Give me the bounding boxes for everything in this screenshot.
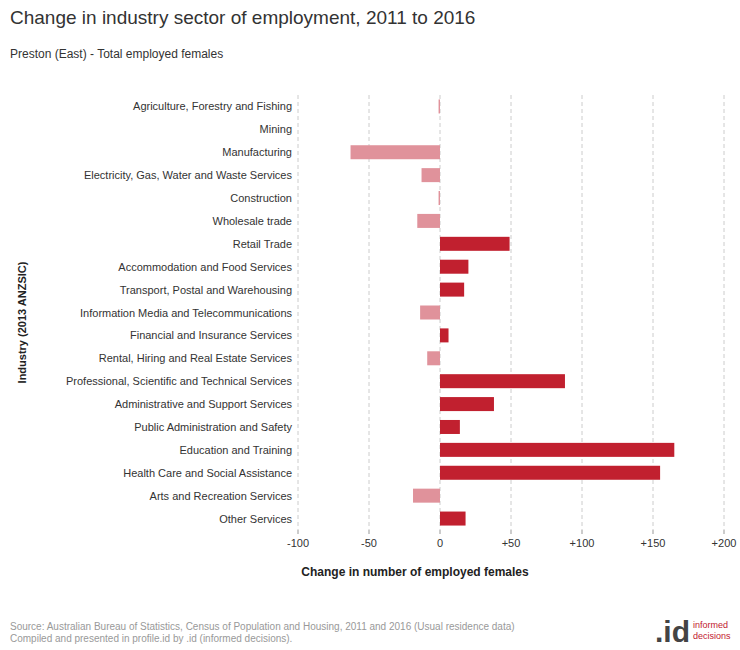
bar	[440, 260, 468, 274]
tick-mark	[369, 530, 370, 534]
tick-label: +100	[570, 537, 595, 549]
tick-label: -50	[361, 537, 377, 549]
logo-text: informed	[693, 620, 728, 630]
category-label: Agriculture, Forestry and Fishing	[133, 100, 292, 112]
tick-label: -100	[287, 537, 309, 549]
subtitle: Preston (East) - Total employed females	[10, 47, 223, 61]
tick-mark	[511, 530, 512, 534]
category-label: Other Services	[219, 513, 292, 525]
category-label: Transport, Postal and Warehousing	[120, 284, 292, 296]
tick-mark	[298, 530, 299, 534]
chart: Change in industry sector of employment,…	[0, 0, 740, 650]
category-label: Construction	[230, 192, 292, 204]
bar	[420, 306, 440, 320]
bar	[351, 145, 440, 159]
category-label: Rental, Hiring and Real Estate Services	[99, 352, 293, 364]
grid-line	[369, 95, 370, 530]
bar	[427, 351, 440, 365]
category-label: Administrative and Support Services	[115, 398, 293, 410]
logo-mark: .id	[655, 615, 690, 648]
category-label: Public Administration and Safety	[134, 421, 292, 433]
category-label: Health Care and Social Assistance	[123, 467, 292, 479]
bar	[440, 420, 460, 434]
tick-mark	[724, 530, 725, 534]
tick-label: +200	[712, 537, 737, 549]
bar	[440, 283, 464, 297]
tick-mark	[653, 530, 654, 534]
y-axis-title: Industry (2013 ANZSIC)	[16, 261, 28, 383]
grid-line	[724, 95, 725, 530]
tick-label: 0	[437, 537, 443, 549]
category-label: Wholesale trade	[213, 215, 293, 227]
category-label: Financial and Insurance Services	[130, 329, 293, 341]
source: Compiled and presented in profile.id by …	[10, 633, 292, 644]
category-label: Mining	[260, 123, 292, 135]
x-axis-title: Change in number of employed females	[301, 565, 529, 579]
category-label: Electricity, Gas, Water and Waste Servic…	[84, 169, 293, 181]
title: Change in industry sector of employment,…	[10, 7, 475, 28]
bar	[422, 168, 440, 182]
tick-label: +150	[641, 537, 666, 549]
bar	[440, 512, 466, 526]
category-label: Manufacturing	[222, 146, 292, 158]
grid-line	[582, 95, 583, 530]
category-label: Information Media and Telecommunications	[80, 307, 292, 319]
bar	[440, 374, 565, 388]
bar	[417, 214, 440, 228]
bars	[351, 99, 675, 525]
tick-label: +50	[502, 537, 521, 549]
bar	[440, 122, 441, 136]
bar	[440, 397, 494, 411]
bar	[440, 237, 510, 251]
grid-line	[653, 95, 654, 530]
category-label: Arts and Recreation Services	[150, 490, 293, 502]
bar	[413, 489, 440, 503]
category-label: Education and Training	[179, 444, 292, 456]
source: Source: Australian Bureau of Statistics,…	[10, 621, 515, 632]
grid-line	[298, 95, 299, 530]
category-label: Retail Trade	[233, 238, 292, 250]
grid-line	[511, 95, 512, 530]
bar	[439, 191, 440, 205]
category-label: Accommodation and Food Services	[118, 261, 292, 273]
tick-mark	[440, 530, 441, 534]
bar	[439, 99, 440, 113]
category-label: Professional, Scientific and Technical S…	[66, 375, 293, 387]
bar	[440, 466, 660, 480]
tick-mark	[582, 530, 583, 534]
bar	[440, 328, 449, 342]
bar	[440, 443, 674, 457]
logo-text: decisions	[693, 631, 731, 641]
